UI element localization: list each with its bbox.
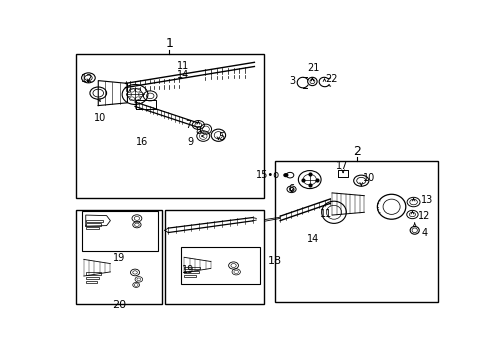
Text: 20: 20 — [112, 300, 126, 310]
Bar — [85, 281, 97, 283]
Bar — [85, 220, 102, 222]
Bar — [82, 211, 158, 251]
Text: 14: 14 — [306, 234, 319, 244]
Text: 2: 2 — [352, 145, 360, 158]
Text: 10: 10 — [362, 174, 374, 184]
Text: 12: 12 — [417, 211, 429, 221]
Text: 8: 8 — [195, 126, 202, 135]
Bar — [76, 210, 161, 304]
Text: 1: 1 — [165, 37, 173, 50]
Text: 4: 4 — [420, 228, 427, 238]
Bar — [85, 276, 99, 279]
Text: 5: 5 — [218, 132, 224, 143]
Text: 19: 19 — [113, 253, 125, 263]
Text: 9: 9 — [186, 136, 193, 147]
Bar — [184, 275, 196, 278]
Text: 10: 10 — [94, 113, 106, 123]
Text: 13: 13 — [420, 195, 432, 205]
Bar — [85, 227, 99, 229]
Text: 22: 22 — [325, 74, 338, 84]
Text: 12: 12 — [81, 74, 93, 84]
Text: 15•o: 15•o — [256, 170, 280, 180]
Text: 18: 18 — [267, 256, 281, 266]
Text: 21: 21 — [306, 63, 319, 73]
Bar — [184, 267, 200, 269]
Bar — [180, 247, 260, 284]
Text: 6: 6 — [287, 184, 294, 194]
Text: 7: 7 — [184, 120, 191, 130]
Bar — [165, 210, 264, 304]
Text: 11: 11 — [176, 61, 188, 71]
Bar — [85, 273, 101, 275]
Text: 14: 14 — [176, 70, 188, 80]
Bar — [184, 271, 198, 273]
Circle shape — [284, 174, 287, 176]
Text: 3: 3 — [288, 76, 295, 86]
Text: 11: 11 — [319, 209, 331, 219]
Text: 16: 16 — [136, 138, 148, 148]
Bar — [76, 54, 264, 198]
Text: 17: 17 — [335, 161, 348, 171]
Bar — [85, 223, 101, 226]
Bar — [275, 161, 437, 302]
Text: 19: 19 — [181, 265, 194, 275]
